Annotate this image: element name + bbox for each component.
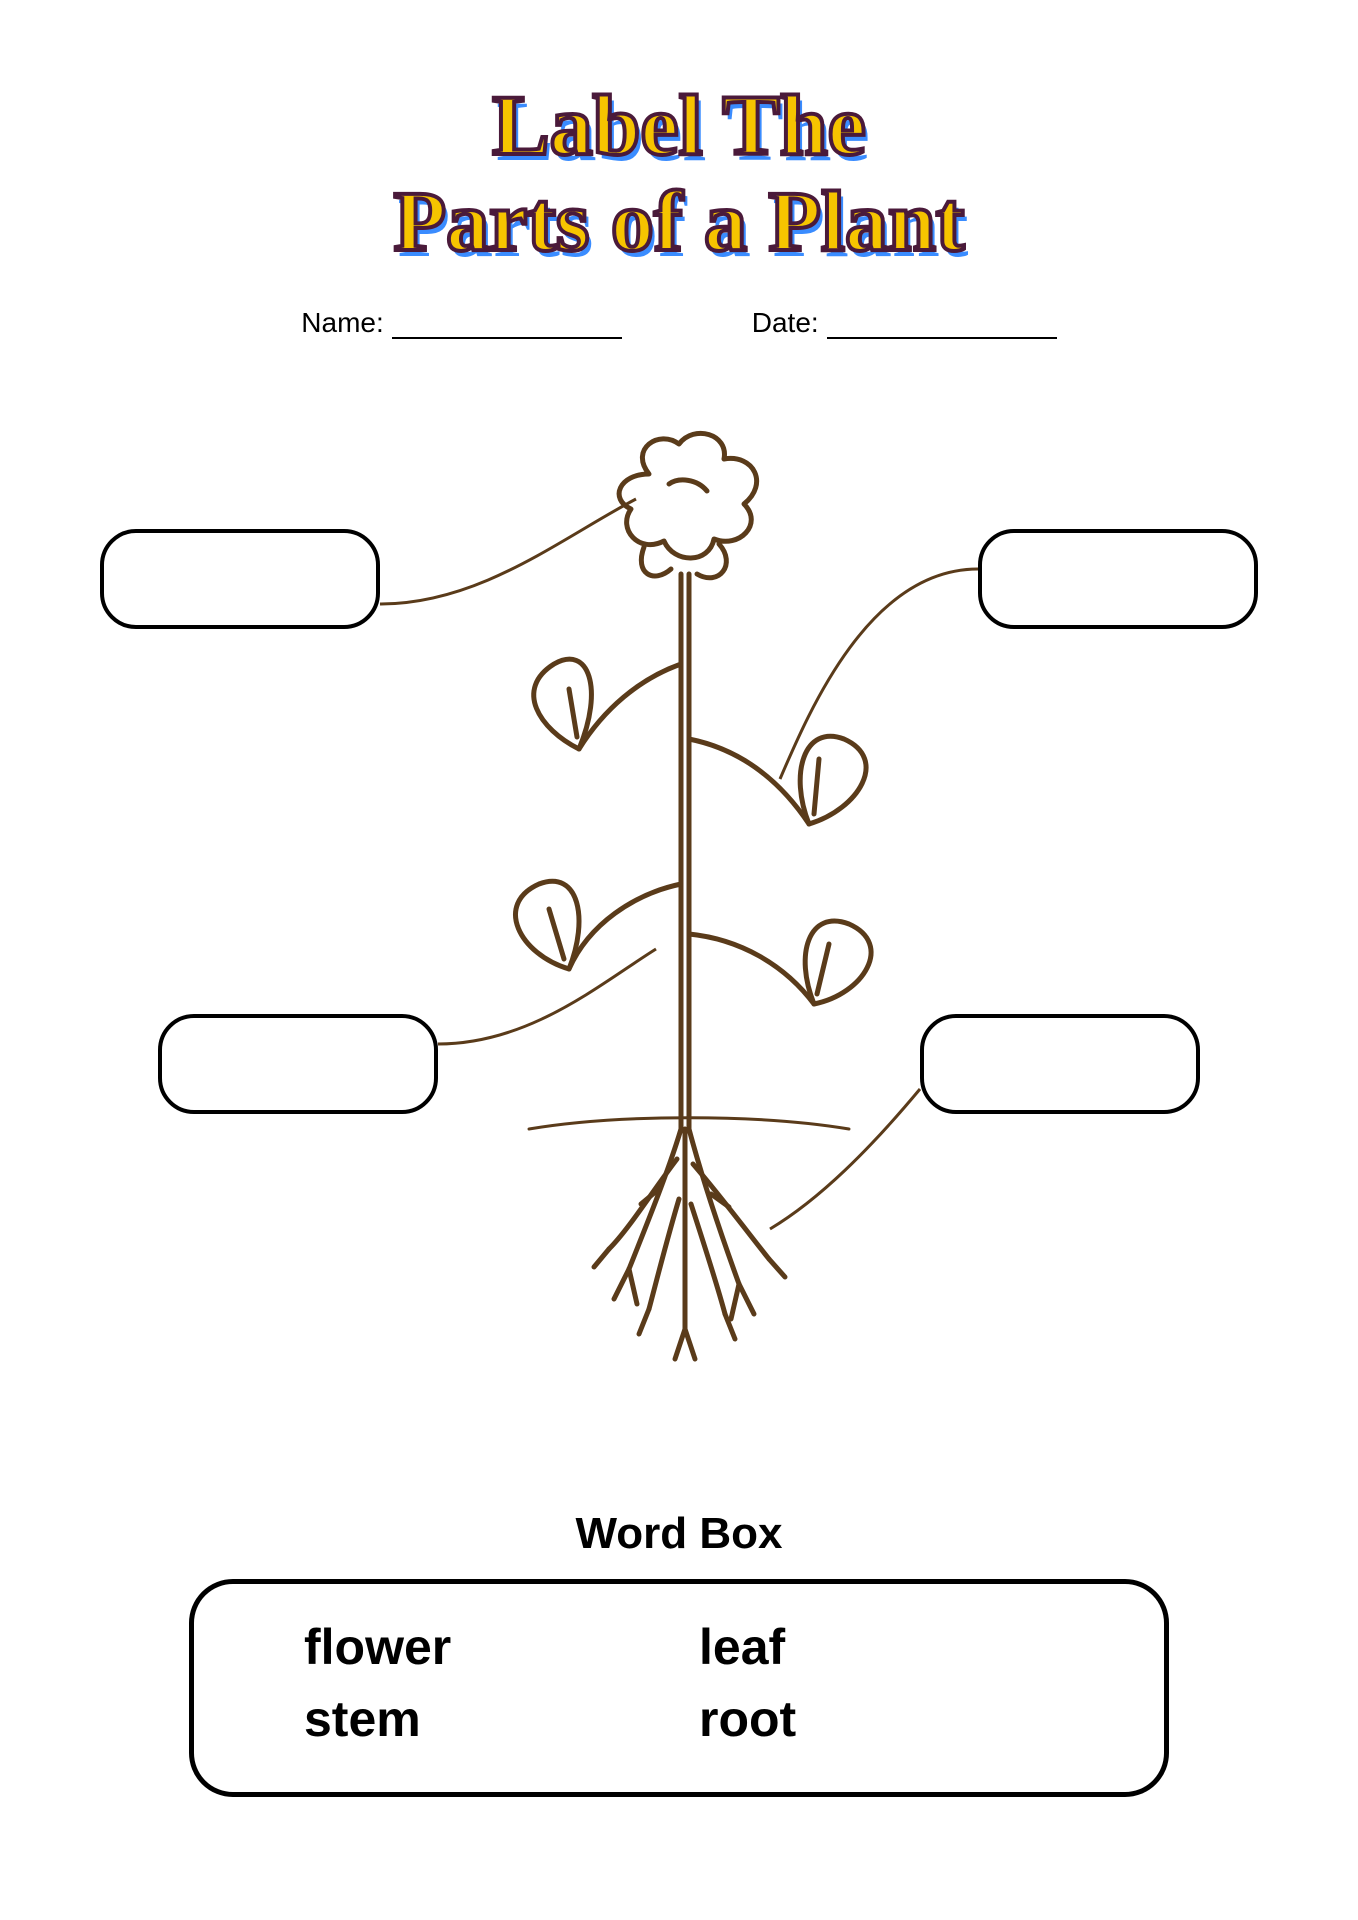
name-field[interactable]: Name: [301,307,621,339]
date-label: Date: [752,307,819,339]
plant-diagram [0,429,1358,1399]
student-info-row: Name: Date: [0,307,1358,339]
name-label: Name: [301,307,383,339]
label-box-bottom-right[interactable] [920,1014,1200,1114]
label-box-bottom-left[interactable] [158,1014,438,1114]
word-leaf: leaf [699,1618,1054,1676]
date-field[interactable]: Date: [752,307,1057,339]
name-input-line[interactable] [392,315,622,339]
word-box-title: Word Box [0,1509,1358,1559]
word-flower: flower [304,1618,659,1676]
date-input-line[interactable] [827,315,1057,339]
title-main-line1: Label The [492,80,866,170]
word-stem: stem [304,1690,659,1748]
worksheet-title: Label The Label The Parts of a Plant Par… [0,0,1358,267]
word-root: root [699,1690,1054,1748]
label-box-top-left[interactable] [100,529,380,629]
word-box-section: Word Box flower leaf stem root [0,1509,1358,1797]
label-box-top-right[interactable] [978,529,1258,629]
title-main-line2: Parts of a Plant [394,176,965,266]
word-box: flower leaf stem root [189,1579,1169,1797]
